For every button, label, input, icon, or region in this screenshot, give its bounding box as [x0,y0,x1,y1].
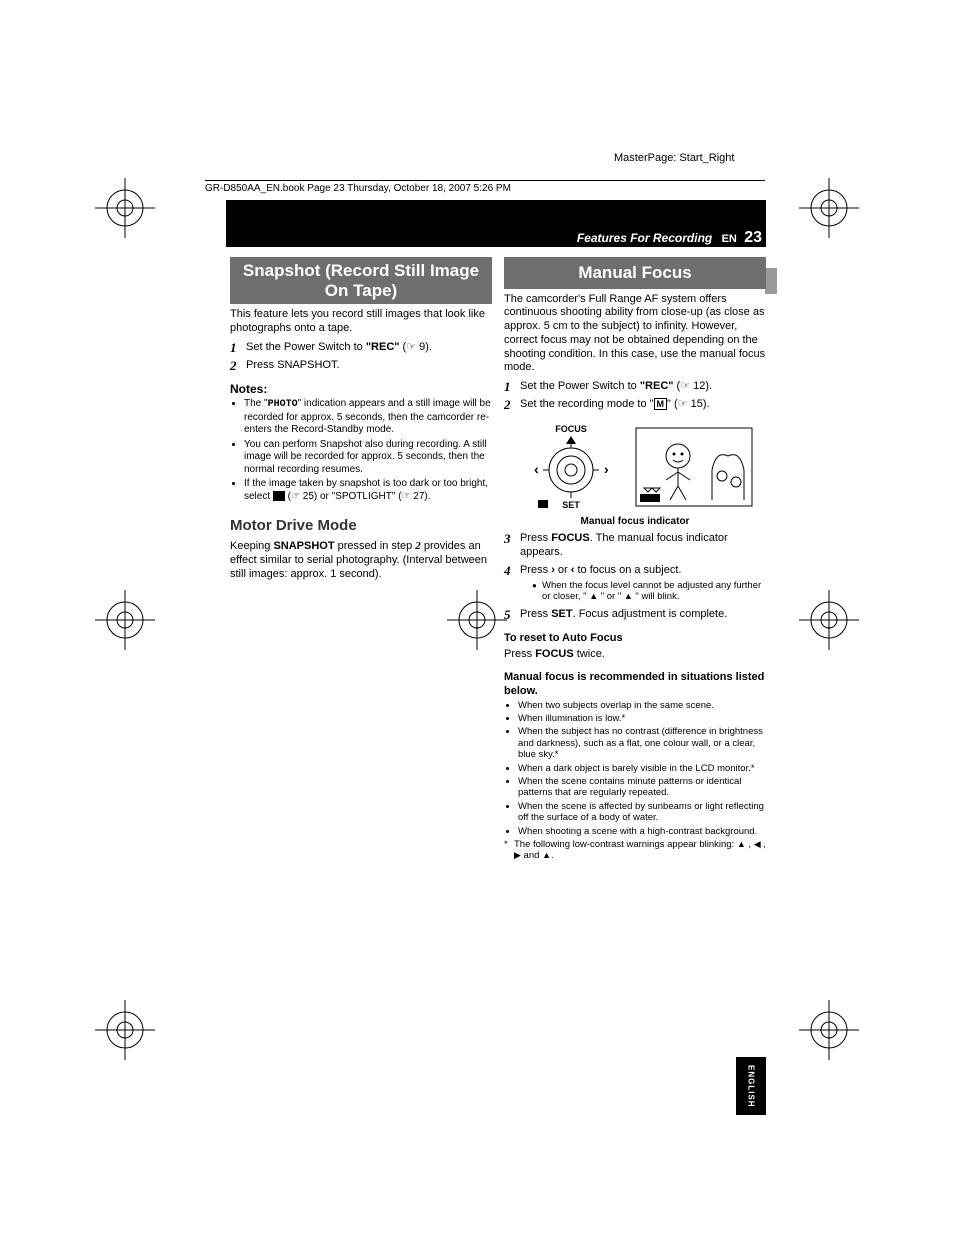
motor-drive-heading: Motor Drive Mode [230,517,492,534]
masterpage-label: MasterPage: Start_Right [614,152,734,164]
left-column: Snapshot (Record Still Image On Tape) Th… [230,257,492,581]
mf-step-4-sub: When the focus level cannot be adjusted … [532,580,766,604]
mf-step-3: 3 Press FOCUS. The manual focus indicato… [504,531,766,560]
section-header: Features For Recording EN 23 [226,229,766,247]
snapshot-title: Snapshot (Record Still Image On Tape) [230,257,492,304]
sit-3: When the subject has no contrast (differ… [518,726,766,760]
diagram-row: FOCUS ‹ › SET [504,422,766,512]
reset-text: Press FOCUS twice. [504,648,766,662]
sit-7: When shooting a scene with a high-contra… [518,826,766,837]
manual-page: MasterPage: Start_Right GR-D850AA_EN.boo… [0,0,954,1235]
note-1: The "PHOTO" indication appears and a sti… [244,398,492,437]
snapshot-step-1: 1 Set the Power Switch to "REC" (☞ 9). [230,340,492,354]
lang-code: EN [722,233,737,245]
note-2: You can perform Snapshot also during rec… [244,439,492,477]
crop-mark [447,590,507,650]
crop-mark [799,178,859,238]
crop-mark [799,590,859,650]
manual-focus-title: Manual Focus [504,257,766,289]
manual-focus-intro: The camcorder's Full Range AF system off… [504,293,766,376]
snapshot-step-2: 2 Press SNAPSHOT. [230,358,492,372]
svg-text:SET: SET [562,500,580,510]
svg-text:›: › [604,461,609,477]
asterisk-note: The following low-contrast warnings appe… [504,839,766,862]
situations-list: When two subjects overlap in the same sc… [518,700,766,837]
sit-2: When illumination is low.* [518,713,766,724]
mf-step-1: 1 Set the Power Switch to "REC" (☞ 12). [504,379,766,393]
notes-list: The "PHOTO" indication appears and a sti… [244,398,492,503]
crop-mark [95,178,155,238]
book-info: GR-D850AA_EN.book Page 23 Thursday, Octo… [205,180,765,194]
backlight-icon [273,491,285,501]
motor-drive-text: Keeping SNAPSHOT pressed in step 2 provi… [230,540,492,581]
crop-mark [95,1000,155,1060]
svg-text:FOCUS: FOCUS [555,424,587,434]
situations-heading: Manual focus is recommended in situation… [504,671,766,697]
svg-text:‹: ‹ [534,461,539,477]
right-column: Manual Focus The camcorder's Full Range … [504,257,766,862]
crop-mark [799,1000,859,1060]
section-title: Features For Recording [577,231,712,245]
reset-heading: To reset to Auto Focus [504,632,766,644]
english-tab: ENGLISH [736,1057,766,1115]
page-number: 23 [744,229,762,246]
snapshot-intro: This feature lets you record still image… [230,308,492,336]
crop-mark [95,590,155,650]
side-gray-tab [765,268,777,294]
diagram-caption: Manual focus indicator [504,516,766,527]
control-diagram: FOCUS ‹ › SET [516,422,626,512]
sit-6: When the scene is affected by sunbeams o… [518,801,766,824]
mf-step-2: 2 Set the recording mode to "M" (☞ 15). [504,397,766,411]
mf-step-5: 5 Press SET. Focus adjustment is complet… [504,607,766,621]
sit-1: When two subjects overlap in the same sc… [518,700,766,711]
notes-heading: Notes: [230,382,492,396]
m-mode-icon: M [654,398,668,410]
sit-4: When a dark object is barely visible in … [518,763,766,774]
lcd-diagram [634,422,754,512]
sit-5: When the scene contains minute patterns … [518,776,766,799]
note-3: If the image taken by snapshot is too da… [244,478,492,503]
mf-step-4: 4 Press › or ‹ to focus on a subject. Wh… [504,563,766,603]
